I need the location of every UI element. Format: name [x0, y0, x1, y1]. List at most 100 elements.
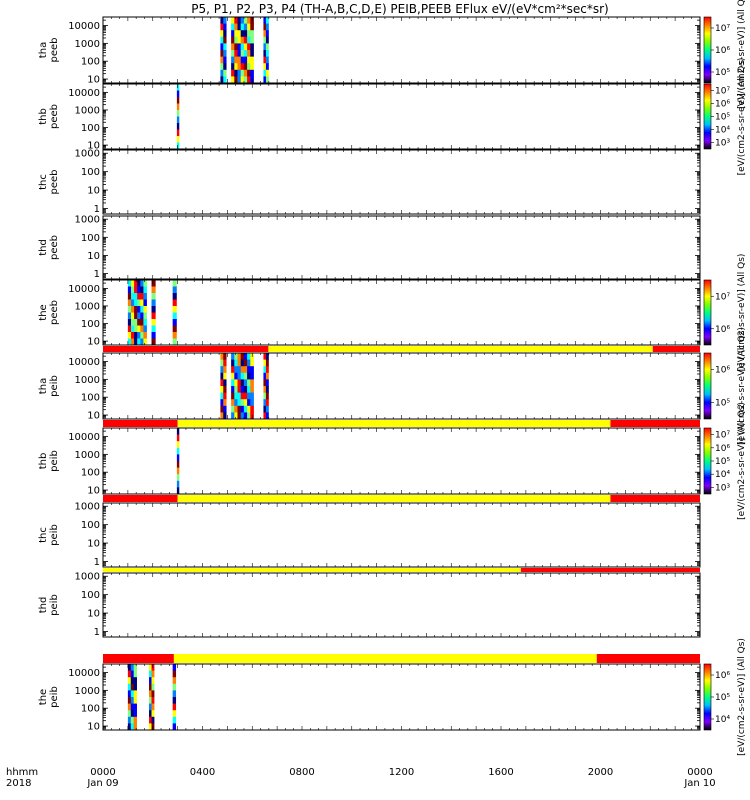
spectrogram-cell [240, 359, 245, 367]
spectrogram-cell [234, 43, 238, 51]
spectrogram-cell [243, 56, 248, 64]
spectrogram-cell [240, 76, 245, 84]
panel-label: thbpeeb [38, 104, 60, 129]
spectrogram-cell [151, 325, 156, 333]
spectrogram-cell [265, 30, 269, 38]
colorbar-tick: 10⁴ [715, 470, 730, 480]
spectrogram-cell [240, 23, 245, 31]
y-tick-label: 1000 [75, 105, 100, 116]
spectrogram-cell [130, 299, 135, 307]
spectrogram-cell [231, 17, 235, 24]
spectrogram-cell [234, 372, 238, 380]
panel-label: thepeib [38, 686, 60, 708]
y-tick-label: 1000 [75, 215, 100, 226]
spectrogram-cell [243, 359, 248, 367]
spectrogram-cell [265, 23, 269, 31]
spectrogram-cell [220, 56, 224, 64]
spectrogram-cell [176, 480, 180, 488]
spectrogram-cell [143, 280, 147, 287]
spectrogram-cell [220, 372, 224, 380]
spectrogram-cell [265, 366, 269, 374]
spectrogram-cell [143, 332, 147, 339]
spectrogram-cell [250, 43, 254, 51]
spectrogram-cell [220, 30, 224, 38]
spectrogram-cell [263, 69, 267, 77]
spectrogram-cell [140, 332, 144, 339]
spectrogram-cell [172, 312, 177, 320]
spectrogram-cell [250, 399, 254, 407]
colorbar-tick: 10⁵ [715, 68, 730, 78]
panel-label: thbpeib [38, 450, 60, 472]
spectrogram-cell [243, 63, 248, 71]
y-tick-label: 100 [81, 123, 100, 134]
spectrogram-cell [137, 293, 141, 300]
spectrogram-cell [250, 69, 254, 77]
spectrogram-cell [240, 30, 245, 38]
spectrogram-cell [231, 412, 235, 420]
spectrogram-cell [133, 690, 137, 698]
spectrogram-cell [234, 23, 238, 31]
spectrogram-cell [149, 697, 152, 704]
spectrogram-cell [263, 17, 267, 24]
colorbar-thb_peib: 10³ 10⁴ 10⁵ 10⁶ 10⁷ [eV/(cm2-s-sr-eV)] (All Q… [703, 402, 747, 520]
spectrogram-cell [151, 697, 155, 704]
colorbar-tick: 10⁶ [715, 100, 730, 110]
spectrogram-cell [127, 306, 132, 313]
spectrogram-cell [176, 97, 180, 104]
spectrogram-cell [130, 677, 135, 685]
colorbar-tick: 10⁷ [715, 24, 730, 34]
y-tick-label: 1 [94, 627, 100, 638]
colorbar-tick: 10⁷ [715, 292, 730, 302]
spectrogram-cell [247, 23, 251, 31]
spectrogram-cell [134, 325, 138, 333]
spectrogram-cell [176, 129, 180, 137]
spectrogram-cell [130, 723, 135, 731]
x-corner-label-1: hhmm [6, 767, 38, 778]
spectrogram-cell [127, 299, 132, 307]
colorbar-tick: 10⁷ [715, 87, 730, 97]
spectrogram-cell [250, 366, 254, 374]
spectrogram-cell [231, 386, 235, 393]
spectrogram-cell [137, 338, 141, 346]
spectrogram-cell [220, 412, 224, 420]
spectrogram-cell [237, 36, 242, 44]
y-tick-label: 10 [87, 486, 100, 497]
spectrogram-cell [220, 43, 224, 51]
spectrogram-cell [240, 63, 245, 71]
mode-segment [103, 495, 178, 502]
spectrogram-cell [223, 23, 227, 31]
x-tick-label: 0000 [687, 767, 712, 778]
spectrogram-cell [223, 43, 227, 51]
spectrogram-cell [234, 69, 238, 77]
spectrogram-cell [243, 399, 248, 407]
spectrogram-cell [127, 723, 132, 731]
spectrogram-cell [231, 36, 235, 44]
spectrogram-cell [151, 280, 156, 287]
spectrogram-cell [265, 372, 269, 380]
y-tick-label: 1 [94, 269, 100, 280]
spectrogram-cell [240, 366, 245, 374]
spectrogram-cell [240, 36, 245, 44]
spectrogram-cell [176, 434, 180, 442]
spectrogram-cell [263, 392, 267, 400]
spectrogram-cell [149, 677, 152, 685]
spectrogram-cell [133, 716, 137, 724]
spectrogram-cell [243, 36, 248, 44]
colorbar-tha_peib: 10⁵ 10⁶ [eV/(cm2-s-sr-eV)] (All Qs) [703, 327, 747, 445]
spectrogram-cell [172, 710, 177, 718]
spectrogram-cell [243, 405, 248, 413]
spectrogram-cell [231, 23, 235, 31]
spectrogram-cell [243, 23, 248, 31]
x-tick-label: 1200 [389, 767, 414, 778]
spectrogram-cell [223, 359, 227, 367]
colorbar-tick: 10⁶ [715, 366, 730, 376]
spectrogram-cell [223, 30, 227, 38]
spectrogram-cell [240, 392, 245, 400]
y-tick-label: 10000 [68, 432, 100, 443]
panel-thc_peeb: 1 10 100 1000 thcpeeb [38, 149, 701, 215]
spectrogram-cell [143, 325, 147, 333]
colorbar-label: [eV/(cm2-s-sr-eV)] (All Qs) [737, 254, 747, 372]
spectrogram-cell [151, 286, 156, 294]
panels: 10 100 1000 10000 thapeeb 10⁵ 10⁶ 10⁷ [eV/(cm2-s… [38, 0, 747, 756]
spectrogram-cell [137, 280, 141, 287]
